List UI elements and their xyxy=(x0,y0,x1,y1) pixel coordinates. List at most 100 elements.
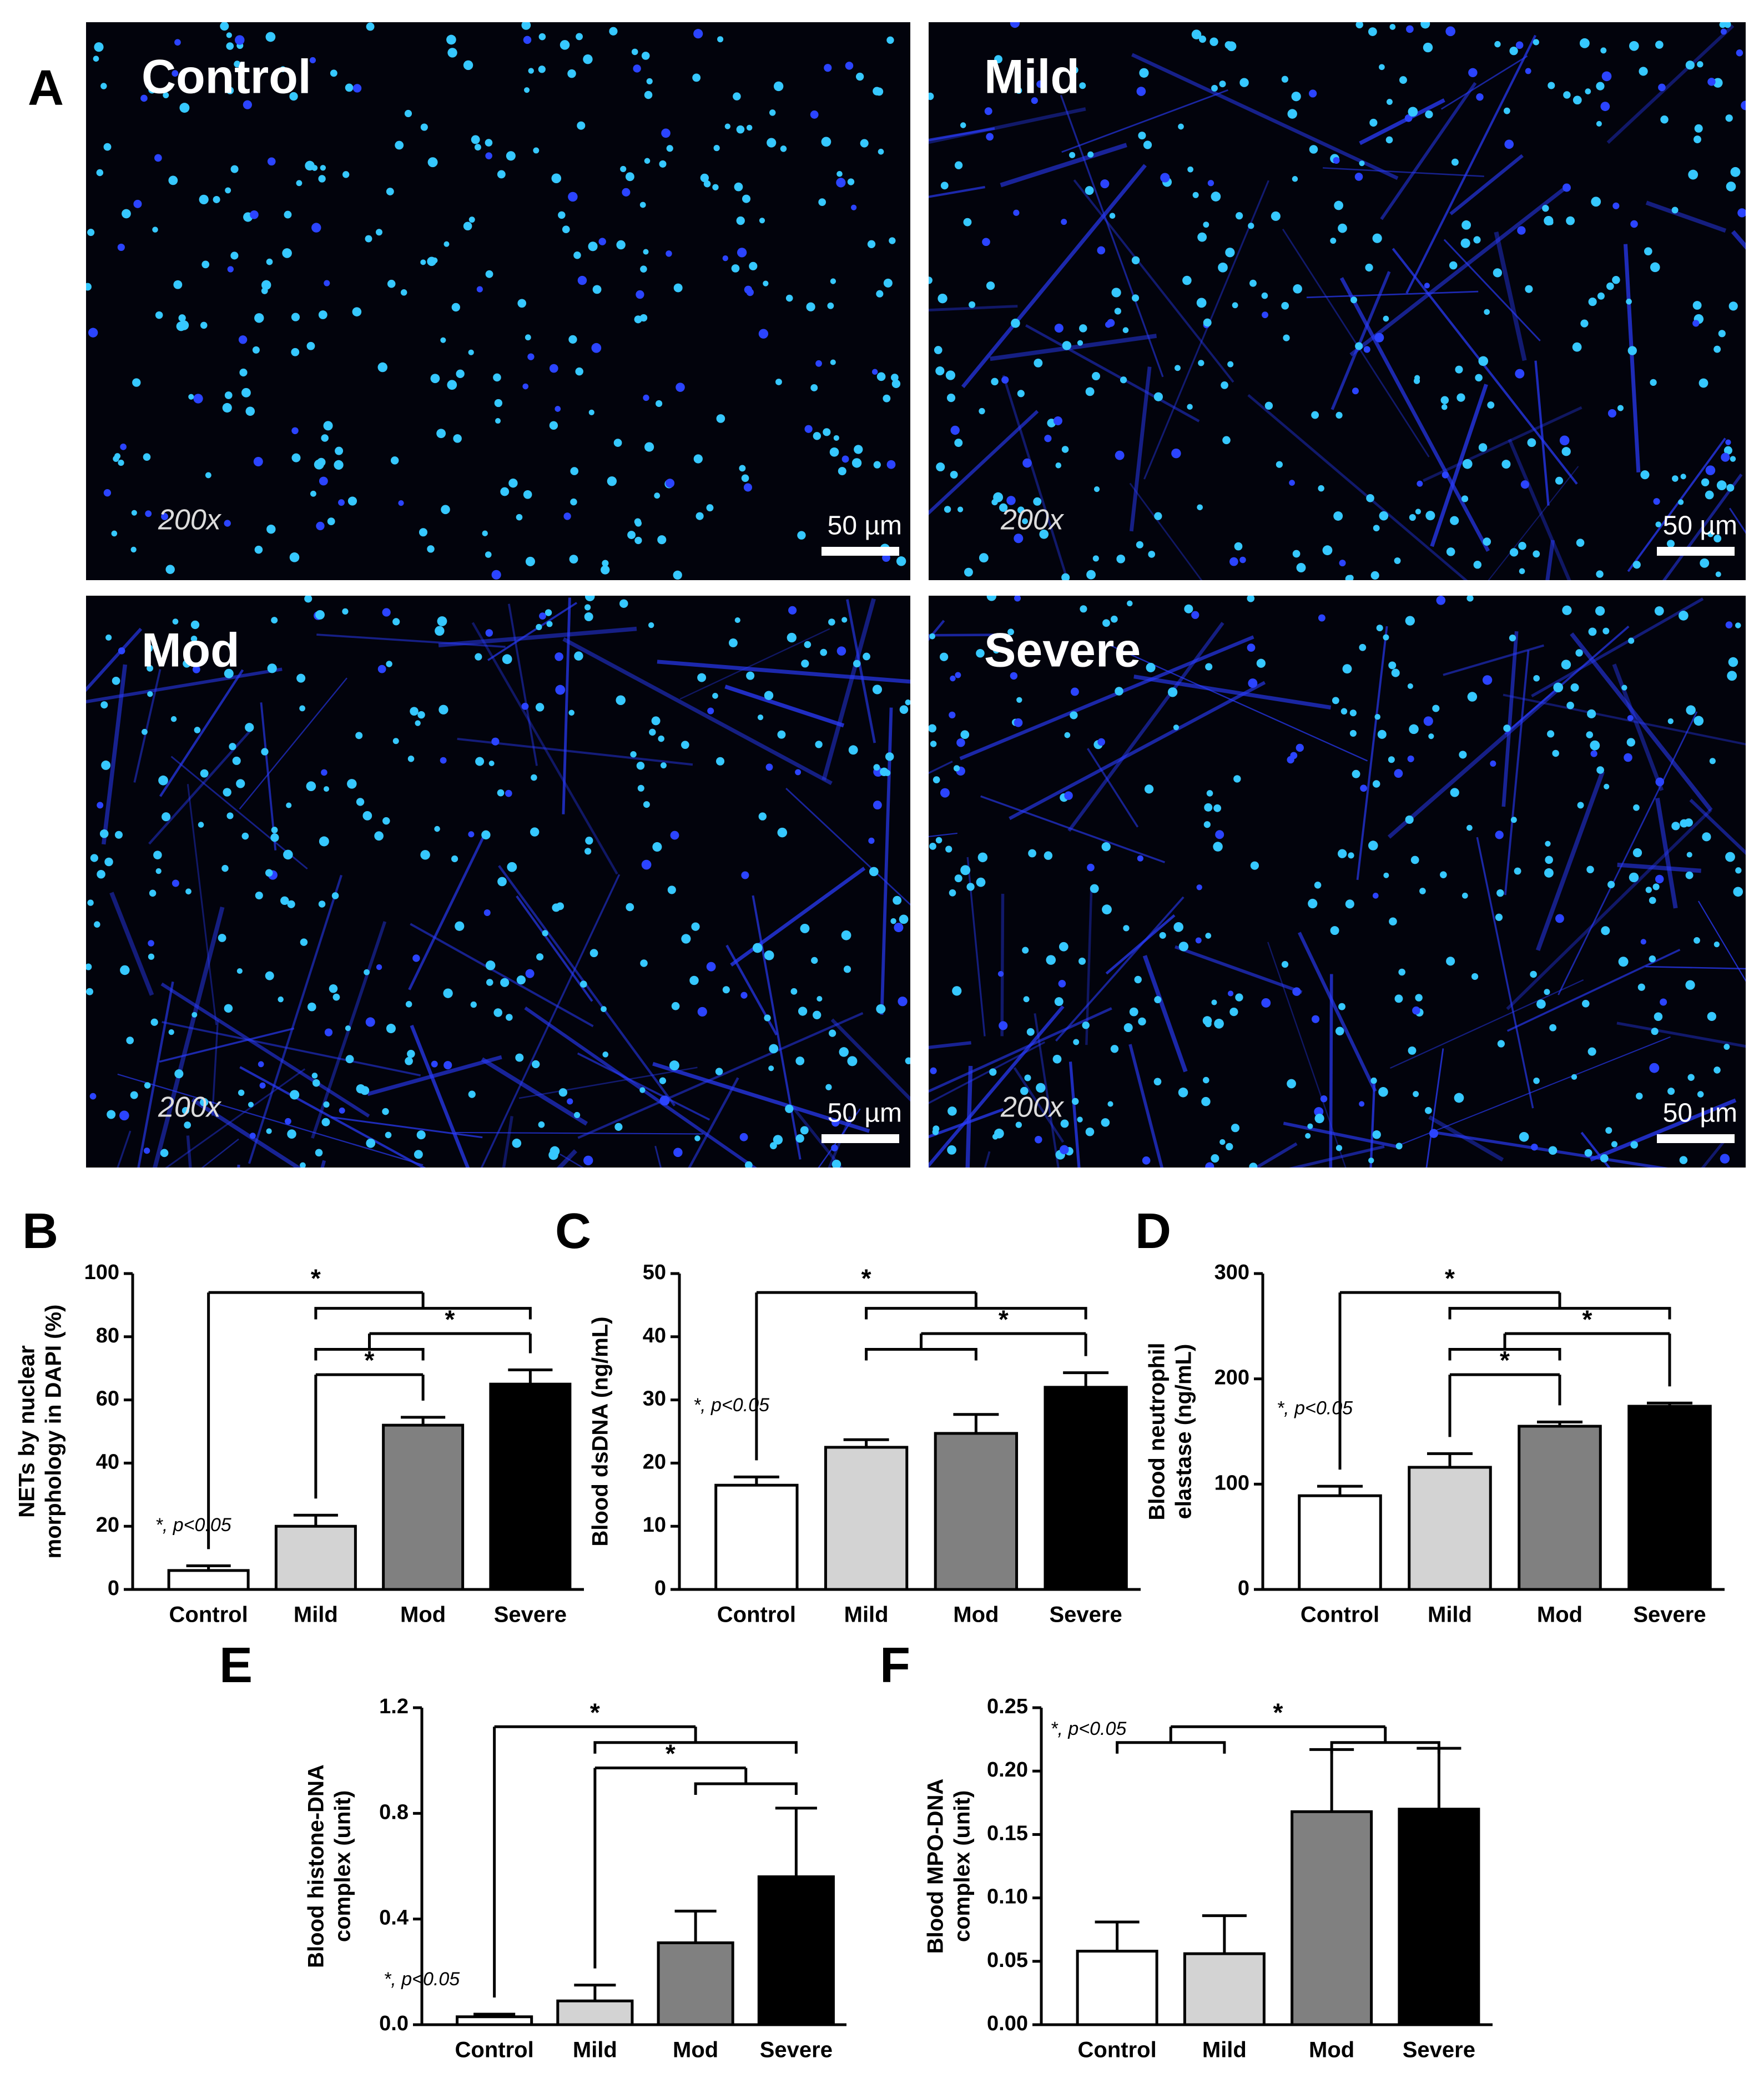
nucleus xyxy=(890,918,896,924)
nucleus xyxy=(1227,361,1234,368)
nucleus xyxy=(1733,887,1743,897)
nucleus xyxy=(386,1024,396,1034)
bracket xyxy=(1448,1307,1671,1320)
nucleus xyxy=(752,943,763,953)
bar xyxy=(657,1941,734,2026)
fiber xyxy=(86,667,283,703)
nucleus xyxy=(634,520,642,527)
nucleus xyxy=(1086,570,1096,580)
nucleus xyxy=(1010,672,1018,680)
nucleus xyxy=(589,949,598,958)
nucleus xyxy=(584,848,592,855)
nucleus xyxy=(324,280,330,286)
nucleus xyxy=(521,702,529,710)
fiber xyxy=(1433,1130,1669,1168)
fiber xyxy=(929,1108,1004,1139)
nucleus xyxy=(1605,1127,1612,1134)
nucleus xyxy=(823,428,831,436)
fiber xyxy=(239,1066,426,1168)
nucleus xyxy=(1483,537,1491,546)
nucleus xyxy=(154,154,162,162)
nucleus xyxy=(132,378,141,387)
nucleus xyxy=(178,314,186,322)
nucleus xyxy=(533,147,540,154)
nucleus xyxy=(1562,605,1572,615)
nucleus xyxy=(1137,855,1143,862)
nucleus xyxy=(366,1138,376,1148)
x-tick-label: Control xyxy=(169,1603,248,1627)
nucleus xyxy=(1221,381,1228,389)
nucleus xyxy=(485,139,493,147)
fiber xyxy=(1131,53,1399,180)
nucleus xyxy=(1466,596,1474,602)
nucleus xyxy=(810,384,818,391)
nucleus xyxy=(485,152,492,159)
nucleus xyxy=(1039,529,1049,539)
nucleus xyxy=(329,984,338,993)
fiber xyxy=(1423,406,1582,482)
nucleus xyxy=(758,812,767,821)
nucleus xyxy=(954,439,963,447)
nucleus xyxy=(1503,724,1511,732)
nucleus xyxy=(728,638,738,647)
nucleus xyxy=(938,294,947,304)
nucleus xyxy=(86,963,92,970)
nucleus xyxy=(1604,783,1610,789)
nucleus xyxy=(1555,476,1564,485)
nucleus xyxy=(97,869,105,879)
fiber xyxy=(1655,797,1678,909)
nucleus xyxy=(145,510,152,517)
nucleus xyxy=(120,444,127,450)
nucleus xyxy=(930,741,937,747)
fiber xyxy=(785,788,910,906)
nucleus xyxy=(640,265,647,273)
nucleus xyxy=(420,123,428,131)
nucleus xyxy=(584,596,595,601)
nucleus xyxy=(1211,192,1221,202)
fiber xyxy=(562,597,571,814)
fiber xyxy=(1267,942,1347,1168)
nucleus xyxy=(374,831,384,841)
nucleus xyxy=(1697,1091,1704,1098)
nucleus xyxy=(224,1004,233,1013)
nucleus xyxy=(1207,180,1214,187)
nucleus xyxy=(1318,614,1325,622)
nucleus xyxy=(440,337,446,343)
nucleus xyxy=(841,617,848,623)
nucleus xyxy=(1660,115,1669,124)
nucleus xyxy=(1468,68,1478,78)
nucleus xyxy=(1233,775,1241,783)
nucleus xyxy=(1105,321,1112,328)
nucleus xyxy=(940,182,949,190)
nucleus xyxy=(536,953,544,961)
nucleus xyxy=(259,1082,266,1089)
scale-bar xyxy=(1657,1134,1735,1143)
fiber xyxy=(1440,55,1528,110)
nucleus xyxy=(1231,1124,1240,1133)
nucleus xyxy=(950,675,956,682)
nucleus xyxy=(538,33,546,41)
nucleus xyxy=(706,962,716,972)
nucleus xyxy=(1374,333,1384,343)
bracket xyxy=(593,1741,798,1754)
nucleus xyxy=(1082,1022,1090,1029)
nucleus xyxy=(742,194,751,203)
nucleus xyxy=(1073,1039,1080,1045)
nucleus xyxy=(1198,360,1204,366)
nucleus xyxy=(773,1135,783,1145)
nucleus xyxy=(1116,555,1126,563)
nucleus xyxy=(555,652,563,661)
nucleus xyxy=(323,421,333,431)
nucleus xyxy=(241,388,251,398)
nucleus xyxy=(1173,724,1180,731)
nucleus xyxy=(999,503,1008,512)
nucleus xyxy=(1191,29,1202,39)
nucleus xyxy=(1685,61,1695,70)
nucleus xyxy=(868,837,875,844)
nucleus xyxy=(249,1133,256,1139)
nucleus xyxy=(644,158,651,164)
nucleus xyxy=(172,618,179,625)
nucleus xyxy=(238,335,248,344)
